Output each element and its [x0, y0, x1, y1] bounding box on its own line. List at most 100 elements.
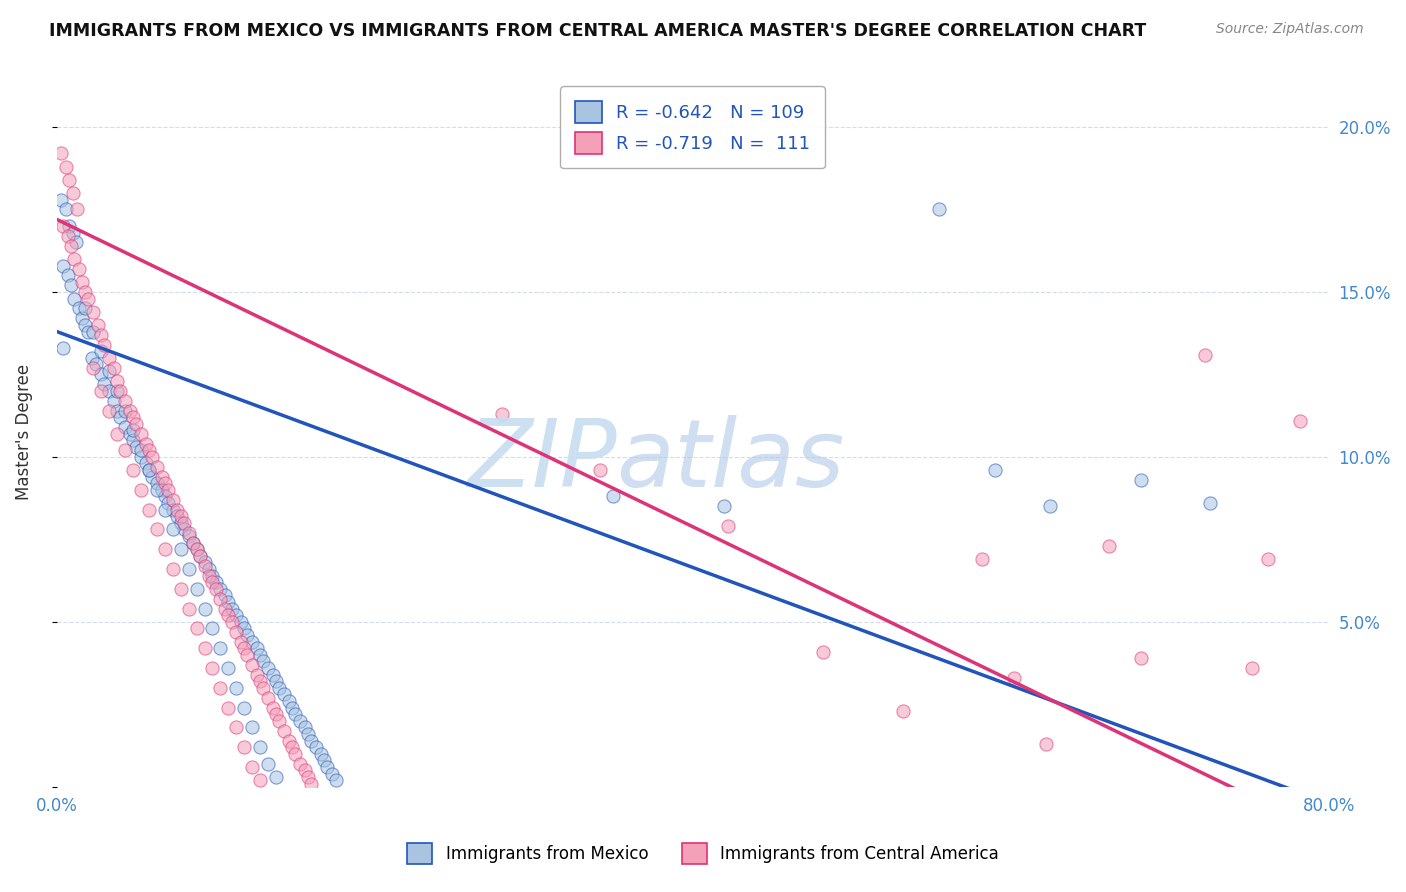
Point — [150, 483, 173, 497]
Point — [984, 463, 1007, 477]
Point — [240, 634, 263, 648]
Point — [98, 384, 121, 398]
Point — [177, 525, 200, 540]
Point — [173, 516, 195, 530]
Point — [146, 483, 169, 497]
Point — [135, 436, 157, 450]
Point — [246, 641, 269, 656]
Point — [166, 509, 188, 524]
Point — [87, 318, 110, 332]
Point — [186, 582, 208, 596]
Point — [138, 463, 160, 477]
Text: Source: ZipAtlas.com: Source: ZipAtlas.com — [1216, 22, 1364, 37]
Point — [105, 403, 128, 417]
Point — [589, 463, 612, 477]
Point — [110, 410, 132, 425]
Point — [972, 552, 994, 566]
Point — [891, 704, 914, 718]
Point — [1039, 500, 1062, 514]
Point — [70, 311, 93, 326]
Point — [169, 509, 191, 524]
Point — [125, 440, 148, 454]
Point — [146, 459, 169, 474]
Point — [233, 740, 256, 755]
Point — [62, 186, 84, 200]
Point — [281, 740, 304, 755]
Point — [262, 667, 284, 681]
Point — [233, 700, 256, 714]
Point — [122, 463, 145, 477]
Point — [1289, 414, 1312, 428]
Point — [156, 496, 179, 510]
Point — [312, 754, 335, 768]
Point — [122, 410, 145, 425]
Point — [269, 714, 291, 728]
Point — [55, 160, 77, 174]
Point — [204, 575, 226, 590]
Point — [188, 549, 211, 563]
Point — [288, 714, 311, 728]
Point — [114, 420, 136, 434]
Point — [294, 721, 316, 735]
Point — [277, 694, 299, 708]
Point — [198, 568, 221, 582]
Point — [240, 721, 263, 735]
Point — [169, 516, 191, 530]
Point — [82, 360, 104, 375]
Point — [82, 304, 104, 318]
Point — [105, 374, 128, 388]
Point — [162, 502, 184, 516]
Point — [114, 443, 136, 458]
Point — [1098, 539, 1121, 553]
Point — [1198, 496, 1220, 510]
Point — [297, 727, 319, 741]
Point — [193, 641, 215, 656]
Point — [141, 469, 163, 483]
Point — [321, 766, 343, 780]
Point — [201, 622, 224, 636]
Point — [129, 483, 152, 497]
Point — [273, 723, 295, 738]
Point — [98, 403, 121, 417]
Point — [156, 483, 179, 497]
Point — [82, 325, 104, 339]
Point — [299, 776, 322, 790]
Point — [138, 502, 160, 516]
Point — [602, 490, 624, 504]
Point — [105, 426, 128, 441]
Point — [229, 615, 252, 629]
Point — [51, 146, 73, 161]
Point — [67, 261, 90, 276]
Point — [325, 773, 347, 788]
Point — [309, 747, 332, 761]
Point — [201, 575, 224, 590]
Point — [169, 582, 191, 596]
Point — [717, 519, 740, 533]
Point — [162, 492, 184, 507]
Point — [257, 661, 280, 675]
Point — [236, 628, 259, 642]
Legend: Immigrants from Mexico, Immigrants from Central America: Immigrants from Mexico, Immigrants from … — [401, 837, 1005, 871]
Point — [177, 562, 200, 576]
Point — [51, 193, 73, 207]
Legend: R = -0.642   N = 109, R = -0.719   N =  111: R = -0.642 N = 109, R = -0.719 N = 111 — [561, 87, 825, 169]
Point — [277, 733, 299, 747]
Point — [75, 301, 97, 316]
Point — [63, 252, 86, 266]
Point — [138, 443, 160, 458]
Point — [257, 756, 280, 771]
Point — [59, 238, 82, 252]
Point — [249, 674, 271, 689]
Point — [58, 219, 80, 233]
Point — [162, 562, 184, 576]
Point — [217, 595, 239, 609]
Point — [62, 226, 84, 240]
Point — [86, 358, 108, 372]
Point — [297, 770, 319, 784]
Point — [252, 655, 274, 669]
Point — [173, 523, 195, 537]
Point — [193, 556, 215, 570]
Point — [110, 384, 132, 398]
Y-axis label: Master's Degree: Master's Degree — [15, 364, 32, 500]
Point — [284, 747, 307, 761]
